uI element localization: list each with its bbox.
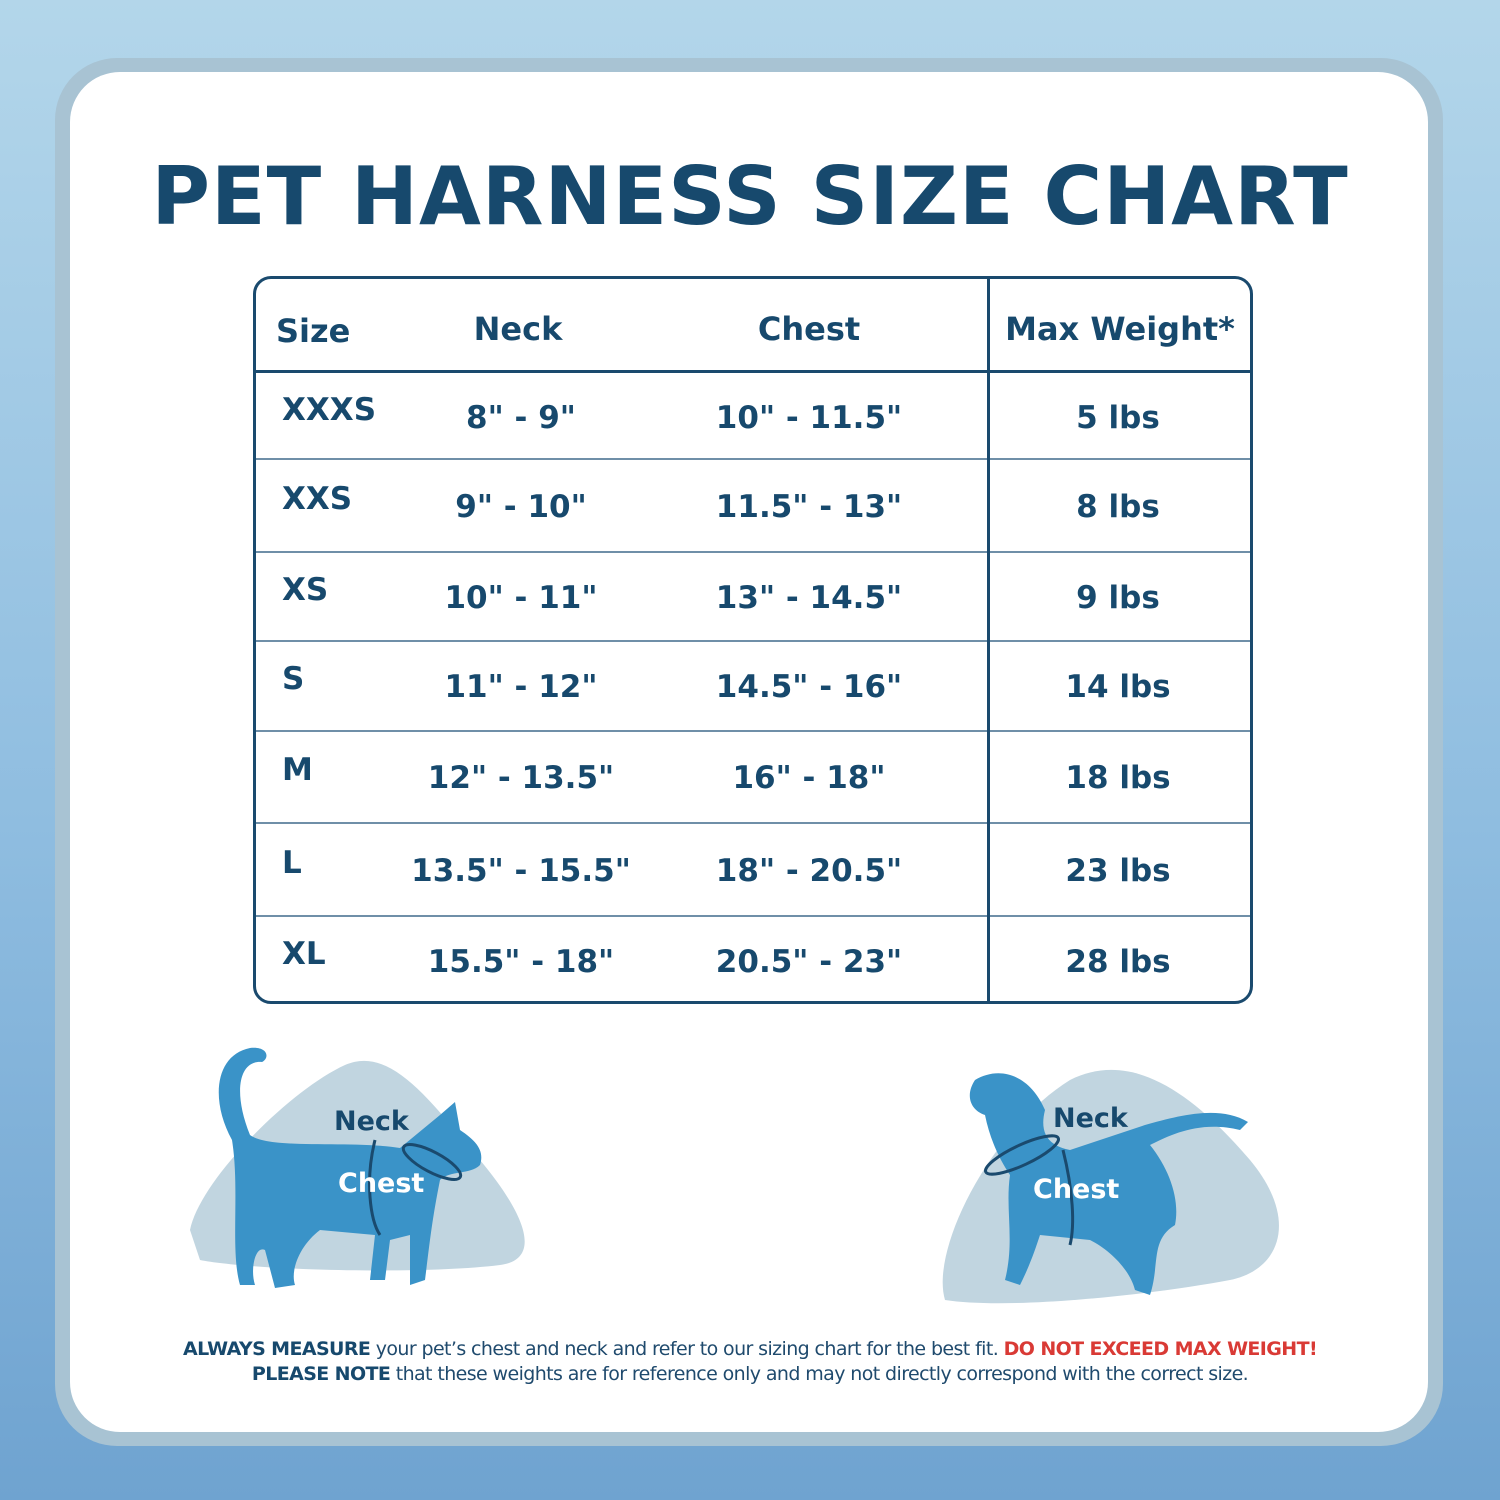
cell-weight: 9 lbs [1076, 579, 1160, 616]
cell-chest: 20.5" - 23" [715, 944, 903, 980]
chest-measure-line [1061, 1149, 1075, 1246]
footer-line-1: ALWAYS MEASURE your pet’s chest and neck… [0, 1338, 1500, 1360]
page-title: PET HARNESS SIZE CHART [151, 150, 1349, 243]
header-max-weight: Max Weight* [1005, 310, 1235, 348]
cell-size: L [282, 844, 302, 881]
cell-chest: 16" - 18" [732, 760, 886, 796]
footer-warning: DO NOT EXCEED MAX WEIGHT! [1003, 1338, 1318, 1360]
chest-measure-line [368, 1139, 382, 1236]
cell-weight: 28 lbs [1065, 944, 1171, 980]
cell-size: XS [282, 571, 329, 608]
cell-weight: 23 lbs [1065, 852, 1171, 889]
cell-weight: 14 lbs [1065, 669, 1171, 705]
cell-size: XXXS [282, 391, 377, 428]
header-size: Size [276, 312, 351, 350]
cell-neck: 13.5" - 15.5" [411, 852, 631, 889]
size-table: Size Neck Chest Max Weight* XXXS 8" - 9" 1… [253, 276, 1253, 1004]
footer-emphasis: PLEASE NOTE [251, 1363, 391, 1385]
row-divider [256, 915, 987, 917]
row-divider [990, 730, 1250, 732]
footer-emphasis: ALWAYS MEASURE [182, 1338, 371, 1360]
row-divider [256, 822, 987, 824]
footer-text: your pet’s chest and neck and refer to o… [370, 1338, 1004, 1360]
neck-measure-ring [401, 1143, 463, 1181]
cell-chest: 11.5" - 13" [715, 488, 903, 525]
cell-neck: 8" - 9" [466, 399, 576, 436]
cell-size: M [282, 752, 313, 788]
row-divider [256, 640, 987, 642]
dog-diagram [942, 1069, 1279, 1304]
dog-chest-label: Chest [1033, 1174, 1120, 1205]
cell-chest: 10" - 11.5" [715, 399, 903, 436]
cell-neck: 12" - 13.5" [427, 760, 615, 796]
row-divider [990, 822, 1250, 824]
footer-text: that these weights are for reference onl… [390, 1363, 1249, 1385]
cell-size: S [282, 661, 305, 697]
cell-weight: 18 lbs [1065, 760, 1171, 796]
cell-size: XL [282, 936, 326, 972]
row-divider [990, 915, 1250, 917]
cell-chest: 14.5" - 16" [715, 669, 903, 705]
header-neck: Neck [473, 310, 563, 348]
cell-size: XXS [282, 480, 353, 517]
header-divider [256, 370, 1250, 373]
row-divider [990, 640, 1250, 642]
cell-neck: 15.5" - 18" [427, 944, 615, 980]
cat-chest-label: Chest [338, 1168, 425, 1199]
cell-neck: 9" - 10" [455, 488, 587, 525]
cell-neck: 10" - 11" [444, 579, 598, 616]
cat-silhouette-icon [218, 1047, 482, 1288]
cat-diagram [190, 1047, 525, 1288]
row-divider [990, 458, 1250, 460]
cell-chest: 13" - 14.5" [715, 579, 903, 616]
cell-weight: 5 lbs [1076, 399, 1160, 436]
dog-neck-label: Neck [1053, 1103, 1128, 1134]
row-divider [256, 551, 987, 553]
cell-weight: 8 lbs [1076, 488, 1160, 525]
row-divider [256, 730, 987, 732]
column-divider [987, 279, 990, 1001]
neck-measure-ring [984, 1134, 1060, 1176]
row-divider [990, 551, 1250, 553]
cat-neck-label: Neck [334, 1106, 409, 1137]
dog-silhouette-icon [969, 1073, 1248, 1295]
header-chest: Chest [757, 310, 861, 348]
row-divider [256, 458, 987, 460]
cell-chest: 18" - 20.5" [715, 852, 903, 889]
cell-neck: 11" - 12" [444, 669, 598, 705]
footer-line-2: PLEASE NOTE that these weights are for r… [0, 1363, 1500, 1385]
